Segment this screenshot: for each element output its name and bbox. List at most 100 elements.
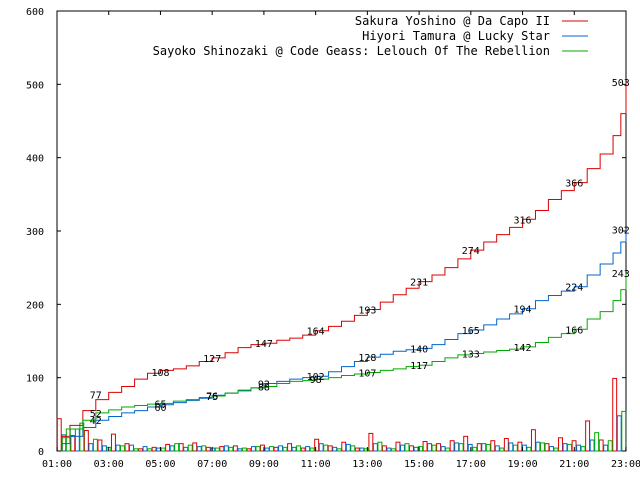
hourly-bar xyxy=(300,447,306,452)
data-label: 140 xyxy=(410,344,428,355)
hourly-bar xyxy=(422,440,428,452)
data-label: 194 xyxy=(513,305,531,316)
hourly-bar xyxy=(124,443,130,452)
data-label: 147 xyxy=(255,339,273,350)
data-label: 224 xyxy=(565,283,583,294)
hourly-bar xyxy=(305,446,311,452)
hourly-bar xyxy=(110,433,116,452)
x-tick-label: 19:00 xyxy=(507,459,537,470)
hourly-bar xyxy=(282,446,288,452)
hourly-bar xyxy=(223,445,229,452)
hourly-bar xyxy=(323,444,329,452)
hourly-bar xyxy=(512,444,518,452)
series-line xyxy=(57,272,627,452)
hourly-bar xyxy=(151,446,157,452)
legend-label: Hiyori Tamura @ Lucky Star xyxy=(362,29,550,43)
hourly-bar xyxy=(476,443,482,452)
hourly-bar xyxy=(603,444,609,452)
hourly-bar xyxy=(255,446,261,452)
x-tick-label: 09:00 xyxy=(249,459,279,470)
hourly-bar xyxy=(327,445,333,452)
x-tick-label: 05:00 xyxy=(145,459,175,470)
hourly-bar xyxy=(494,445,500,452)
hourly-bar xyxy=(219,446,225,452)
hourly-bar xyxy=(381,445,387,452)
hourly-bar xyxy=(562,443,568,452)
hourly-bar xyxy=(260,444,265,452)
hourly-bar xyxy=(544,443,550,452)
hourly-bar xyxy=(287,443,293,452)
hourly-bar xyxy=(589,439,595,452)
hourly-bar xyxy=(418,446,423,452)
hourly-bar xyxy=(205,446,211,452)
hourly-bar xyxy=(467,443,473,452)
data-label: 164 xyxy=(307,327,325,338)
data-label: 92 xyxy=(258,380,270,391)
data-labels: 77 108 127 147 164 193 231 274 316 366 503 42 60 76 92… xyxy=(90,78,630,427)
hourly-bar xyxy=(142,446,148,452)
data-label: 133 xyxy=(462,350,480,361)
hourly-bar xyxy=(241,447,247,452)
hourly-bar xyxy=(377,441,383,452)
data-label: 107 xyxy=(358,369,376,380)
x-tick-label: 21:00 xyxy=(559,459,589,470)
hourly-bar xyxy=(309,447,315,452)
data-label: 42 xyxy=(90,416,102,427)
hourly-bar xyxy=(201,445,207,452)
hourly-bar xyxy=(178,443,184,452)
data-label: 65 xyxy=(154,399,166,410)
data-label: 243 xyxy=(612,269,630,280)
hourly-bar xyxy=(196,446,202,452)
hourly-bar xyxy=(354,447,360,452)
hourly-bar xyxy=(269,446,274,452)
plot-area xyxy=(56,10,627,452)
y-tick-label: 500 xyxy=(26,80,44,91)
data-label: 193 xyxy=(358,306,376,317)
x-tick-label: 23:00 xyxy=(611,459,640,470)
hourly-bar xyxy=(314,438,320,452)
data-label: 102 xyxy=(307,372,325,383)
hourly-bar xyxy=(472,446,478,452)
hourly-bar xyxy=(291,446,297,452)
hourly-bar xyxy=(454,442,460,452)
hourly-bar xyxy=(296,445,302,452)
hourly-bar xyxy=(458,443,464,452)
x-tick-label: 07:00 xyxy=(197,459,227,470)
hourly-bar xyxy=(214,447,220,452)
hourly-bar xyxy=(250,446,256,452)
hourly-bar xyxy=(341,441,347,452)
hourly-bar xyxy=(553,447,559,452)
data-label: 76 xyxy=(206,391,218,402)
hourly-bar xyxy=(97,439,103,452)
hourly-bar xyxy=(395,441,401,452)
x-tick-label: 15:00 xyxy=(404,459,434,470)
hourly-bar xyxy=(503,438,509,452)
data-label: 366 xyxy=(565,179,583,190)
hourly-bar xyxy=(567,443,573,452)
data-label: 77 xyxy=(90,391,102,402)
data-label: 165 xyxy=(462,326,480,337)
y-tick-label: 400 xyxy=(26,154,44,165)
hourly-bar xyxy=(526,446,532,452)
hourly-bar xyxy=(463,435,469,452)
x-tick-label: 11:00 xyxy=(301,459,331,470)
hourly-bar xyxy=(372,443,378,452)
hourly-bar xyxy=(278,445,283,452)
hourly-bar xyxy=(246,448,252,452)
hourly-bar xyxy=(192,442,198,452)
x-tick-label: 17:00 xyxy=(456,459,486,470)
legend-label: Sakura Yoshino @ Da Capo II xyxy=(355,14,550,28)
hourly-bar xyxy=(88,443,94,452)
hourly-bar xyxy=(232,445,238,452)
hourly-bar xyxy=(264,447,270,452)
data-label: 503 xyxy=(612,78,630,89)
x-tick-label: 13:00 xyxy=(352,459,382,470)
x-axis: 01:00 03:00 05:00 07:00 09:00 11:00 13:00 15:00… xyxy=(42,11,640,470)
hourly-bar xyxy=(120,445,125,452)
series-line xyxy=(57,82,627,452)
hourly-bars xyxy=(56,377,627,452)
hourly-bar xyxy=(174,443,180,452)
y-tick-label: 100 xyxy=(26,374,44,385)
